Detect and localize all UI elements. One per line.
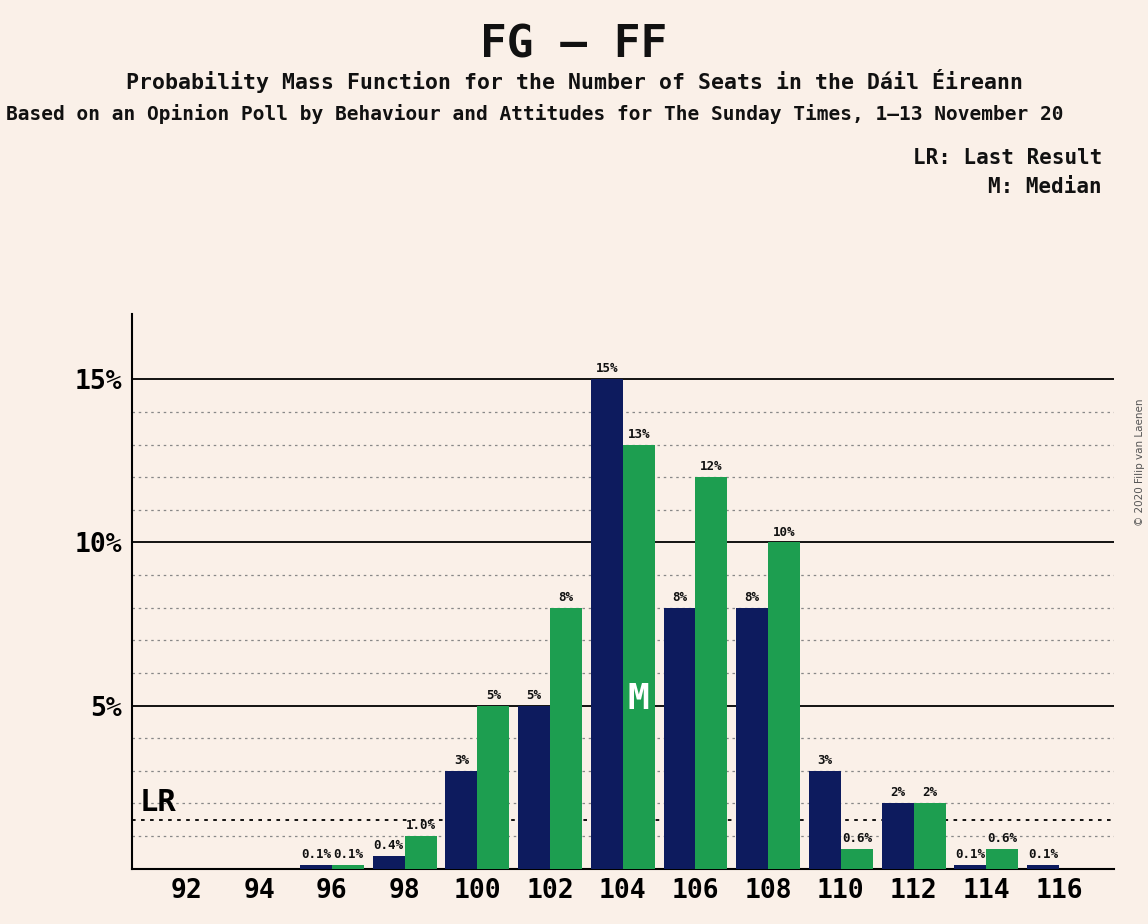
Text: 0.1%: 0.1% [1029, 848, 1058, 861]
Text: 1.0%: 1.0% [405, 819, 435, 832]
Text: 0.6%: 0.6% [987, 833, 1017, 845]
Text: 0.1%: 0.1% [955, 848, 985, 861]
Bar [518, 706, 550, 869]
Bar [914, 803, 946, 869]
Text: M: Median: M: Median [988, 177, 1102, 198]
Text: 0.4%: 0.4% [374, 839, 404, 852]
Bar [882, 803, 914, 869]
Text: 13%: 13% [628, 428, 650, 441]
Bar [1027, 865, 1058, 869]
Text: 2%: 2% [890, 786, 905, 799]
Text: 10%: 10% [773, 526, 796, 539]
Text: © 2020 Filip van Laenen: © 2020 Filip van Laenen [1135, 398, 1145, 526]
Text: Based on an Opinion Poll by Behaviour and Attitudes for The Sunday Times, 1–13 N: Based on an Opinion Poll by Behaviour an… [6, 104, 1063, 125]
Text: 3%: 3% [817, 754, 832, 767]
Bar [332, 865, 364, 869]
Text: 12%: 12% [700, 460, 723, 473]
Bar [664, 608, 696, 869]
Text: 0.1%: 0.1% [333, 848, 363, 861]
Bar [550, 608, 582, 869]
Bar [809, 771, 840, 869]
Bar [768, 542, 800, 869]
Text: LR: Last Result: LR: Last Result [913, 148, 1102, 168]
Text: FG – FF: FG – FF [480, 23, 668, 67]
Bar [591, 380, 623, 869]
Text: 3%: 3% [453, 754, 468, 767]
Bar [300, 865, 332, 869]
Text: 8%: 8% [559, 590, 574, 603]
Text: Probability Mass Function for the Number of Seats in the Dáil Éireann: Probability Mass Function for the Number… [125, 69, 1023, 93]
Text: 0.1%: 0.1% [301, 848, 331, 861]
Text: 5%: 5% [486, 688, 501, 701]
Bar [373, 856, 404, 869]
Bar [622, 444, 654, 869]
Bar [736, 608, 768, 869]
Text: 0.6%: 0.6% [841, 833, 871, 845]
Bar [986, 849, 1018, 869]
Bar [954, 865, 986, 869]
Bar [478, 706, 510, 869]
Text: 8%: 8% [745, 590, 760, 603]
Bar [840, 849, 872, 869]
Bar [445, 771, 478, 869]
Text: LR: LR [139, 788, 176, 817]
Text: 15%: 15% [596, 362, 618, 375]
Text: 2%: 2% [922, 786, 937, 799]
Bar [696, 477, 728, 869]
Text: 8%: 8% [672, 590, 687, 603]
Text: M: M [628, 682, 650, 716]
Text: 5%: 5% [527, 688, 542, 701]
Bar [405, 836, 436, 869]
